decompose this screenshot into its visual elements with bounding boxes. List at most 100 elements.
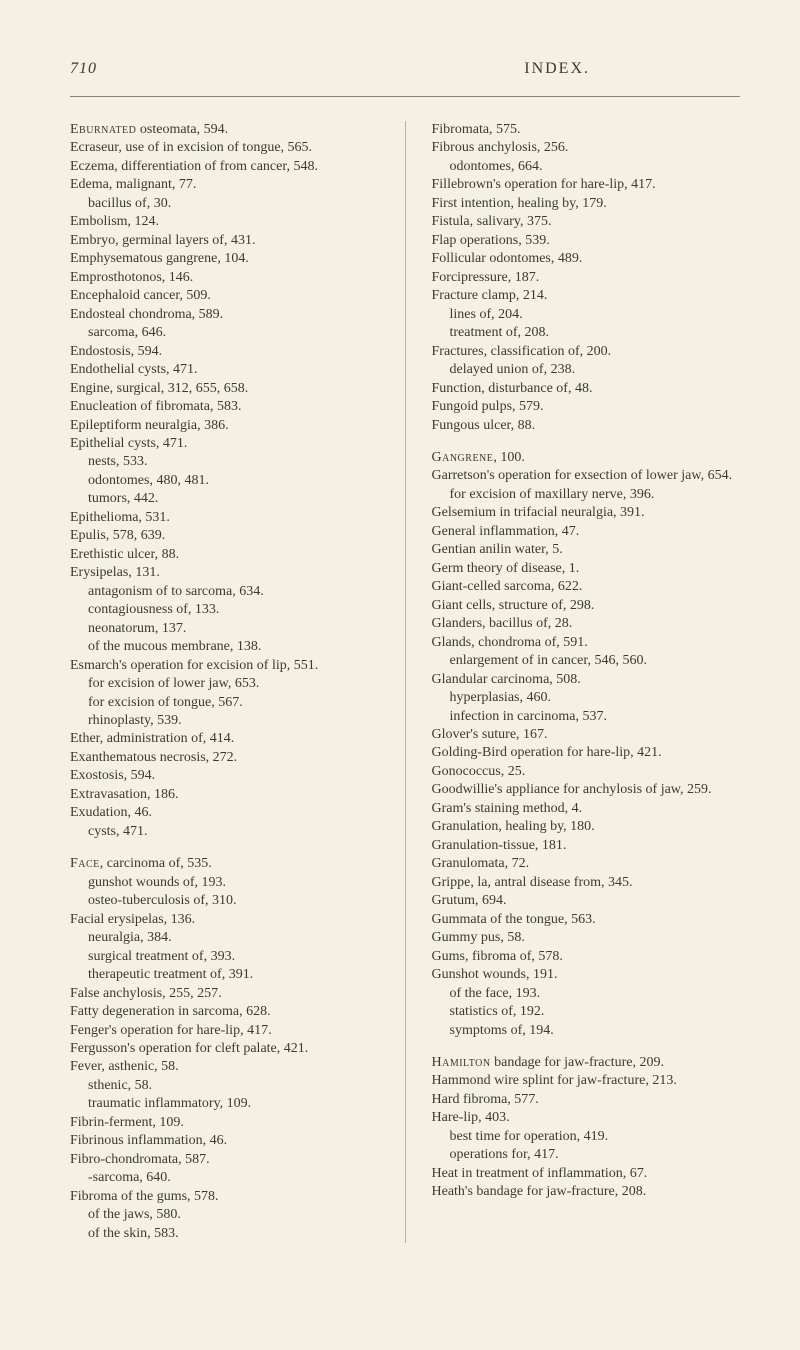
index-entry: Erethistic ulcer, 88. <box>70 546 379 564</box>
section-gap <box>432 435 741 449</box>
index-subentry: symptoms of, 194. <box>432 1022 741 1040</box>
index-subentry: statistics of, 192. <box>432 1003 741 1021</box>
right-column: Fibromata, 575.Fibrous anchylosis, 256.o… <box>432 121 741 1243</box>
index-subentry: neuralgia, 384. <box>70 929 379 947</box>
index-subentry: odontomes, 664. <box>432 158 741 176</box>
index-entry: Grippe, la, antral disease from, 345. <box>432 874 741 892</box>
index-entry: Glands, chondroma of, 591. <box>432 634 741 652</box>
index-entry: Forcipressure, 187. <box>432 269 741 287</box>
column-divider <box>405 121 406 1243</box>
index-entry: Giant cells, structure of, 298. <box>432 597 741 615</box>
index-entry: Hard fibroma, 577. <box>432 1091 741 1109</box>
index-subentry: -sarcoma, 640. <box>70 1169 379 1187</box>
index-entry: Erysipelas, 131. <box>70 564 379 582</box>
index-entry: Fergusson's operation for cleft palate, … <box>70 1040 379 1058</box>
index-entry: Fungous ulcer, 88. <box>432 417 741 435</box>
index-subentry: hyperplasias, 460. <box>432 689 741 707</box>
index-entry: Fracture clamp, 214. <box>432 287 741 305</box>
index-entry: Ecraseur, use of in excision of tongue, … <box>70 139 379 157</box>
index-entry: Gelsemium in trifacial neuralgia, 391. <box>432 504 741 522</box>
index-subentry: cysts, 471. <box>70 823 379 841</box>
index-subentry: surgical treatment of, 393. <box>70 948 379 966</box>
index-entry: Embolism, 124. <box>70 213 379 231</box>
page-number: 710 <box>70 60 97 78</box>
index-entry: Endothelial cysts, 471. <box>70 361 379 379</box>
index-entry: Eburnated osteomata, 594. <box>70 121 379 139</box>
index-subentry: for excision of lower jaw, 653. <box>70 675 379 693</box>
index-entry: Granulation, healing by, 180. <box>432 818 741 836</box>
index-entry: Giant-celled sarcoma, 622. <box>432 578 741 596</box>
index-subentry: of the jaws, 580. <box>70 1206 379 1224</box>
section-gap <box>70 841 379 855</box>
index-entry: Edema, malignant, 77. <box>70 176 379 194</box>
index-entry: Epithelioma, 531. <box>70 509 379 527</box>
index-entry: Garretson's operation for exsection of l… <box>432 467 741 485</box>
index-entry: Fungoid pulps, 579. <box>432 398 741 416</box>
index-subentry: antagonism of to sarcoma, 634. <box>70 583 379 601</box>
index-entry: Gunshot wounds, 191. <box>432 966 741 984</box>
index-entry: Flap operations, 539. <box>432 232 741 250</box>
index-entry: Fibrinous inflammation, 46. <box>70 1132 379 1150</box>
index-entry: Germ theory of disease, 1. <box>432 560 741 578</box>
page-root: 710 INDEX. Eburnated osteomata, 594.Ecra… <box>0 0 800 1293</box>
index-entry: Gram's staining method, 4. <box>432 800 741 818</box>
index-entry: Ether, administration of, 414. <box>70 730 379 748</box>
index-entry: Gentian anilin water, 5. <box>432 541 741 559</box>
index-columns: Eburnated osteomata, 594.Ecraseur, use o… <box>70 121 740 1243</box>
header-rule <box>70 96 740 97</box>
index-entry: Fatty degeneration in sarcoma, 628. <box>70 1003 379 1021</box>
index-entry: Fillebrown's operation for hare-lip, 417… <box>432 176 741 194</box>
index-subentry: tumors, 442. <box>70 490 379 508</box>
index-subentry: for excision of tongue, 567. <box>70 694 379 712</box>
section-gap <box>432 1040 741 1054</box>
index-entry: Goodwillie's appliance for anchylosis of… <box>432 781 741 799</box>
index-subentry: neonatorum, 137. <box>70 620 379 638</box>
index-entry: Gonococcus, 25. <box>432 763 741 781</box>
index-entry: Epithelial cysts, 471. <box>70 435 379 453</box>
index-entry: First intention, healing by, 179. <box>432 195 741 213</box>
index-subentry: of the face, 193. <box>432 985 741 1003</box>
index-entry: Fibrin-ferment, 109. <box>70 1114 379 1132</box>
index-entry: Epulis, 578, 639. <box>70 527 379 545</box>
index-entry: Enucleation of fibromata, 583. <box>70 398 379 416</box>
index-entry: Exudation, 46. <box>70 804 379 822</box>
index-entry: Embryo, germinal layers of, 431. <box>70 232 379 250</box>
index-subentry: delayed union of, 238. <box>432 361 741 379</box>
index-subentry: contagiousness of, 133. <box>70 601 379 619</box>
index-entry: Exanthematous necrosis, 272. <box>70 749 379 767</box>
index-subentry: enlargement of in cancer, 546, 560. <box>432 652 741 670</box>
index-entry: Fenger's operation for hare-lip, 417. <box>70 1022 379 1040</box>
index-entry: Heat in treatment of inflammation, 67. <box>432 1165 741 1183</box>
index-entry: Glandular carcinoma, 508. <box>432 671 741 689</box>
index-entry: Encephaloid cancer, 509. <box>70 287 379 305</box>
index-entry: Gummy pus, 58. <box>432 929 741 947</box>
index-entry: Emprosthotonos, 146. <box>70 269 379 287</box>
index-subentry: traumatic inflammatory, 109. <box>70 1095 379 1113</box>
index-entry: Fibrous anchylosis, 256. <box>432 139 741 157</box>
index-entry: Fibroma of the gums, 578. <box>70 1188 379 1206</box>
index-entry: Fibromata, 575. <box>432 121 741 139</box>
index-entry: Exostosis, 594. <box>70 767 379 785</box>
index-subentry: best time for operation, 419. <box>432 1128 741 1146</box>
index-entry: Gums, fibroma of, 578. <box>432 948 741 966</box>
index-subentry: sarcoma, 646. <box>70 324 379 342</box>
index-entry: Face, carcinoma of, 535. <box>70 855 379 873</box>
index-entry: Eczema, differentiation of from cancer, … <box>70 158 379 176</box>
index-subentry: gunshot wounds of, 193. <box>70 874 379 892</box>
index-subentry: infection in carcinoma, 537. <box>432 708 741 726</box>
index-subentry: of the mucous membrane, 138. <box>70 638 379 656</box>
index-entry: Fractures, classification of, 200. <box>432 343 741 361</box>
left-column: Eburnated osteomata, 594.Ecraseur, use o… <box>70 121 379 1243</box>
header-title: INDEX. <box>524 60 590 78</box>
page-header: 710 INDEX. <box>70 60 740 78</box>
index-entry: Glover's suture, 167. <box>432 726 741 744</box>
index-entry: Engine, surgical, 312, 655, 658. <box>70 380 379 398</box>
index-subentry: rhinoplasty, 539. <box>70 712 379 730</box>
index-subentry: lines of, 204. <box>432 306 741 324</box>
index-entry: Epileptiform neuralgia, 386. <box>70 417 379 435</box>
index-entry: Follicular odontomes, 489. <box>432 250 741 268</box>
index-subentry: sthenic, 58. <box>70 1077 379 1095</box>
index-entry: Heath's bandage for jaw-fracture, 208. <box>432 1183 741 1201</box>
index-entry: False anchylosis, 255, 257. <box>70 985 379 1003</box>
index-subentry: osteo-tuberculosis of, 310. <box>70 892 379 910</box>
